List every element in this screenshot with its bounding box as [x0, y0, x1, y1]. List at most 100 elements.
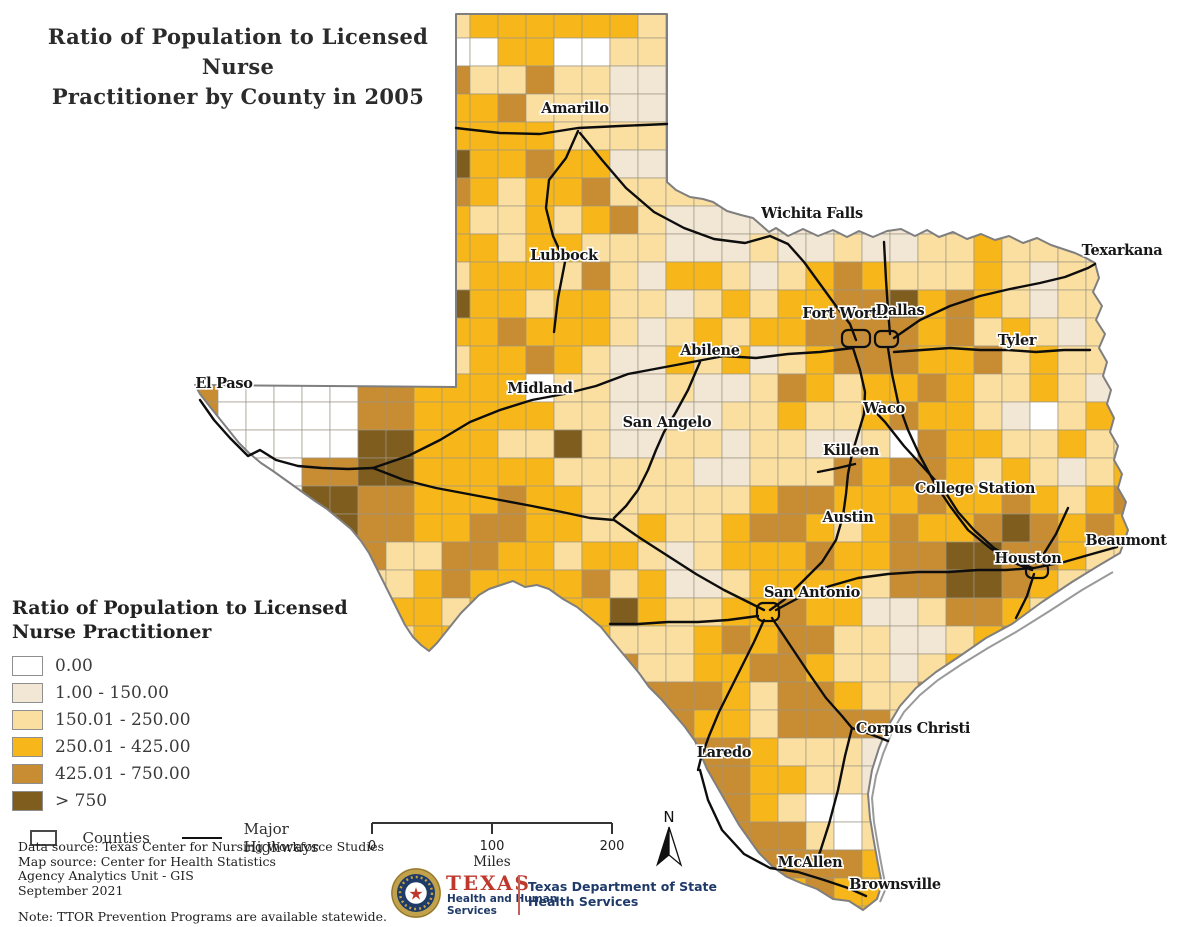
county-cell — [469, 289, 499, 319]
county-cell — [749, 14, 779, 39]
city-loop-highway — [840, 328, 872, 349]
county-cell — [217, 121, 247, 151]
county-cell — [195, 261, 219, 291]
county-cell — [1057, 205, 1087, 235]
city-label: College Station — [915, 480, 1036, 497]
county-cell — [945, 121, 975, 151]
county-cell — [413, 345, 443, 375]
county-cell — [721, 541, 751, 571]
county-cell — [833, 541, 863, 571]
county-cell — [693, 261, 723, 291]
county-cell — [357, 709, 387, 739]
county-cell — [889, 821, 919, 851]
county-cell — [553, 93, 583, 123]
county-cell — [195, 177, 219, 207]
county-cell — [1057, 457, 1087, 487]
county-cell — [973, 625, 1003, 655]
major-highways-layer — [198, 122, 1119, 898]
county-cell — [665, 37, 695, 67]
county-cell — [1057, 653, 1087, 683]
county-cell — [945, 14, 975, 39]
county-cell — [553, 261, 583, 291]
county-cell — [721, 485, 751, 515]
county-cell — [469, 737, 499, 767]
county-cell — [1057, 849, 1087, 879]
county-cell — [693, 14, 723, 39]
county-cell — [553, 65, 583, 95]
county-cell — [413, 289, 443, 319]
county-cell — [749, 373, 779, 403]
county-cell — [833, 149, 863, 179]
county-cell — [973, 877, 1003, 907]
county-cell — [777, 14, 807, 39]
city-label: Laredo — [697, 744, 752, 761]
county-cell — [945, 541, 975, 571]
county-cell — [441, 681, 471, 711]
county-cell — [525, 457, 555, 487]
county-cell — [917, 65, 947, 95]
county-cell — [749, 793, 779, 823]
county-cell — [777, 401, 807, 431]
county-cell — [1029, 289, 1059, 319]
county-cell — [1113, 625, 1128, 655]
county-cell — [581, 261, 611, 291]
county-cell — [385, 261, 415, 291]
county-cell — [1057, 37, 1087, 67]
county-cell — [805, 905, 835, 910]
county-cell — [217, 345, 247, 375]
county-cell — [413, 205, 443, 235]
legend-item: 425.01 - 750.00 — [12, 760, 352, 787]
county-cell — [553, 541, 583, 571]
county-cell — [777, 93, 807, 123]
legend-title-line2: Nurse Practitioner — [12, 621, 212, 643]
county-cell — [889, 905, 919, 910]
county-cell — [861, 65, 891, 95]
county-cell — [469, 373, 499, 403]
county-cell — [553, 569, 583, 599]
county-cell — [469, 513, 499, 543]
footnote: Note: TTOR Prevention Programs are avail… — [18, 909, 388, 924]
county-cell — [637, 289, 667, 319]
county-cell — [833, 681, 863, 711]
county-cell — [973, 485, 1003, 515]
state-border — [194, 13, 1129, 911]
county-cell — [973, 37, 1003, 67]
county-cell — [721, 877, 751, 907]
county-cell — [609, 485, 639, 515]
county-cell — [525, 569, 555, 599]
county-cell — [329, 261, 359, 291]
city-label: Waco — [862, 400, 905, 417]
county-cell — [357, 177, 387, 207]
county-cell — [1085, 317, 1115, 347]
county-cell — [1001, 14, 1031, 39]
county-cell — [1029, 905, 1059, 910]
county-cell — [1029, 709, 1059, 739]
county-cell — [385, 821, 415, 851]
county-cell — [1085, 681, 1115, 711]
county-cell — [413, 121, 443, 151]
county-cell — [525, 821, 555, 851]
scale-tick-label: 200 — [600, 839, 625, 854]
legend-item: 250.01 - 425.00 — [12, 733, 352, 760]
city-label: Corpus Christi — [856, 720, 971, 737]
county-cell — [525, 37, 555, 67]
county-cell — [1085, 905, 1115, 910]
county-cell — [973, 429, 1003, 459]
county-cell — [385, 625, 415, 655]
county-cell — [609, 317, 639, 347]
county-cell — [637, 121, 667, 151]
county-cell — [1057, 905, 1087, 910]
map-source-line: Map source: Center for Health Statistics — [18, 853, 276, 869]
county-cell — [749, 541, 779, 571]
county-cell — [1029, 653, 1059, 683]
county-cell — [777, 513, 807, 543]
highway-line — [371, 466, 766, 612]
county-cell — [1113, 93, 1128, 123]
counties-label: Counties — [82, 829, 150, 847]
county-cell — [833, 233, 863, 263]
county-cell — [749, 877, 779, 907]
city-label: El Paso — [195, 375, 253, 392]
city-loop-highway — [873, 329, 900, 349]
county-cell — [917, 373, 947, 403]
county-cell — [1057, 877, 1087, 907]
